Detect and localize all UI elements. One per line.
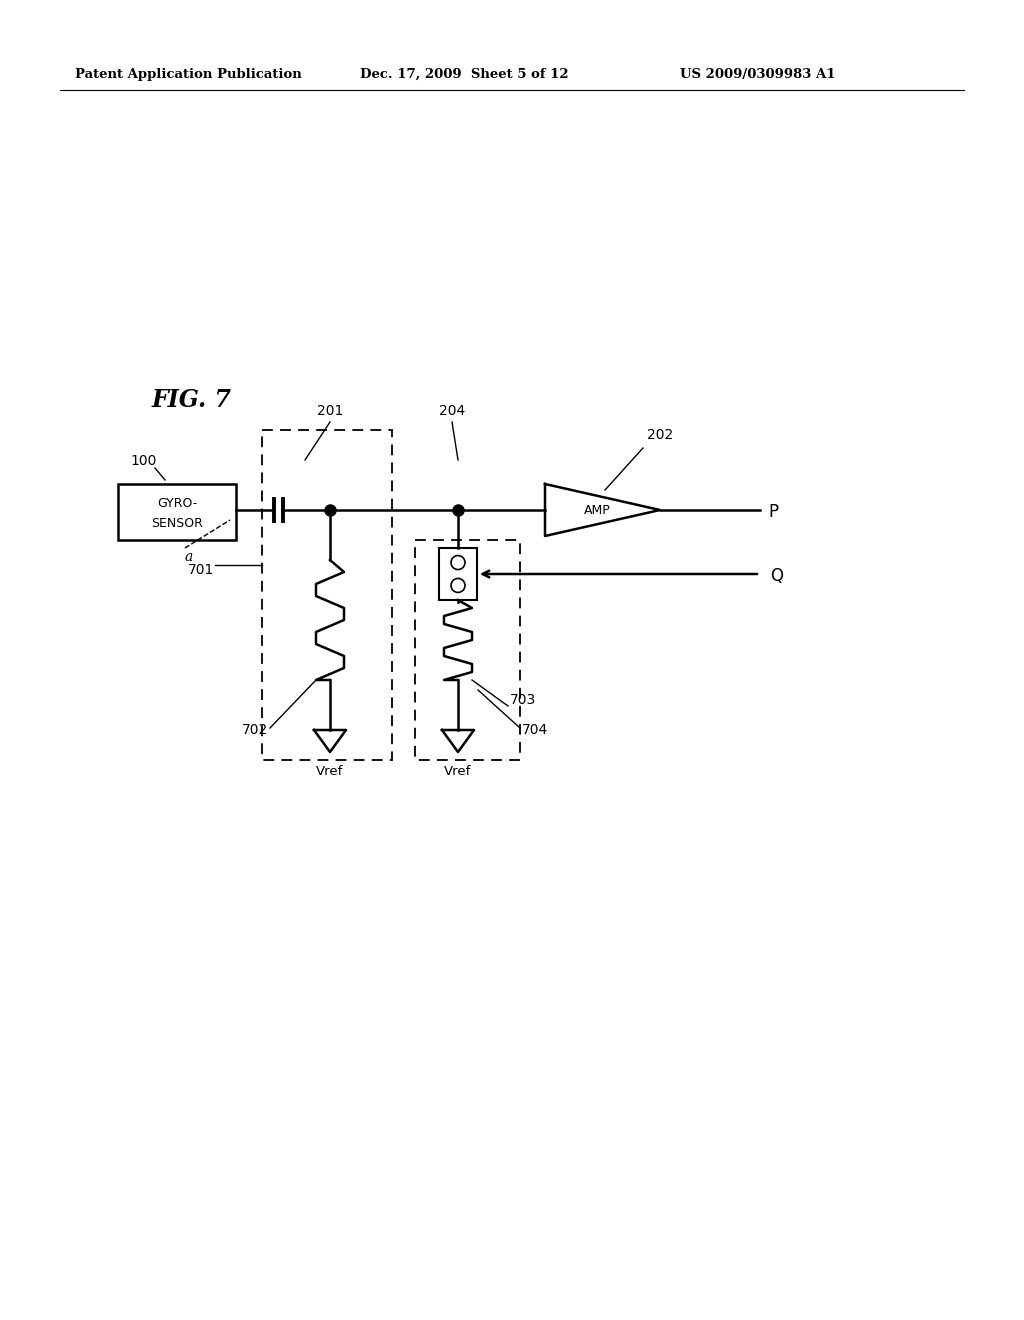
Text: 704: 704: [522, 723, 548, 737]
Text: Q: Q: [770, 568, 783, 585]
Bar: [262, 430, 392, 760]
Text: a: a: [185, 550, 194, 564]
Text: 202: 202: [647, 428, 673, 442]
Bar: [415, 540, 520, 760]
Text: GYRO-: GYRO-: [157, 498, 198, 510]
Bar: [118, 484, 236, 540]
Text: SENSOR: SENSOR: [152, 516, 203, 529]
Text: 702: 702: [242, 723, 268, 737]
Text: US 2009/0309983 A1: US 2009/0309983 A1: [680, 69, 836, 81]
Text: 701: 701: [187, 564, 214, 577]
Text: 204: 204: [439, 404, 465, 418]
Text: 100: 100: [130, 454, 157, 469]
Text: FIG. 7: FIG. 7: [152, 388, 232, 412]
Text: 201: 201: [316, 404, 343, 418]
Text: Dec. 17, 2009  Sheet 5 of 12: Dec. 17, 2009 Sheet 5 of 12: [360, 69, 568, 81]
Text: P: P: [768, 503, 778, 521]
Bar: [439, 548, 477, 601]
Text: Vref: Vref: [316, 766, 344, 777]
Text: AMP: AMP: [584, 503, 611, 516]
Text: Vref: Vref: [444, 766, 472, 777]
Text: Patent Application Publication: Patent Application Publication: [75, 69, 302, 81]
Text: 703: 703: [510, 693, 537, 708]
